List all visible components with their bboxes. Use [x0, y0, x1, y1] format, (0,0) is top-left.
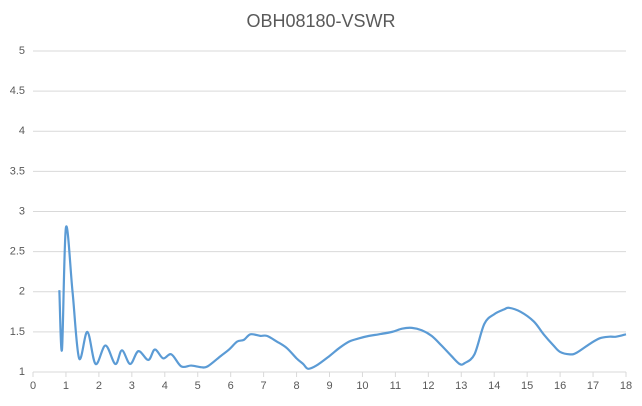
y-tick-label: 2.5: [10, 246, 25, 258]
y-tick-label: 1.5: [10, 326, 25, 338]
x-tick-label: 16: [554, 380, 566, 392]
x-tick-label: 12: [422, 380, 434, 392]
chart-title: OBH08180-VSWR: [246, 11, 395, 31]
x-tick-label: 4: [162, 380, 168, 392]
x-tick-label: 9: [326, 380, 332, 392]
y-tick-label: 4: [19, 125, 25, 137]
y-tick-label: 2: [19, 286, 25, 298]
x-tick-label: 18: [620, 380, 632, 392]
y-tick-label: 1: [19, 366, 25, 378]
y-tick-label: 3.5: [10, 165, 25, 177]
x-tick-label: 10: [356, 380, 368, 392]
x-tick-label: 3: [129, 380, 135, 392]
y-tick-label: 3: [19, 205, 25, 217]
x-tick-label: 13: [455, 380, 467, 392]
y-tick-label: 4.5: [10, 85, 25, 97]
x-tick-label: 15: [521, 380, 533, 392]
x-tick-label: 1: [63, 380, 69, 392]
x-tick-label: 14: [488, 380, 500, 392]
x-tick-label: 6: [228, 380, 234, 392]
x-tick-label: 17: [587, 380, 599, 392]
y-tick-label: 5: [19, 45, 25, 57]
x-tick-label: 2: [96, 380, 102, 392]
x-tick-label: 8: [293, 380, 299, 392]
x-tick-label: 11: [390, 380, 401, 392]
x-tick-label: 0: [30, 380, 36, 392]
x-tick-label: 7: [261, 380, 267, 392]
series-line: [58, 225, 627, 370]
x-tick-label: 5: [195, 380, 201, 392]
